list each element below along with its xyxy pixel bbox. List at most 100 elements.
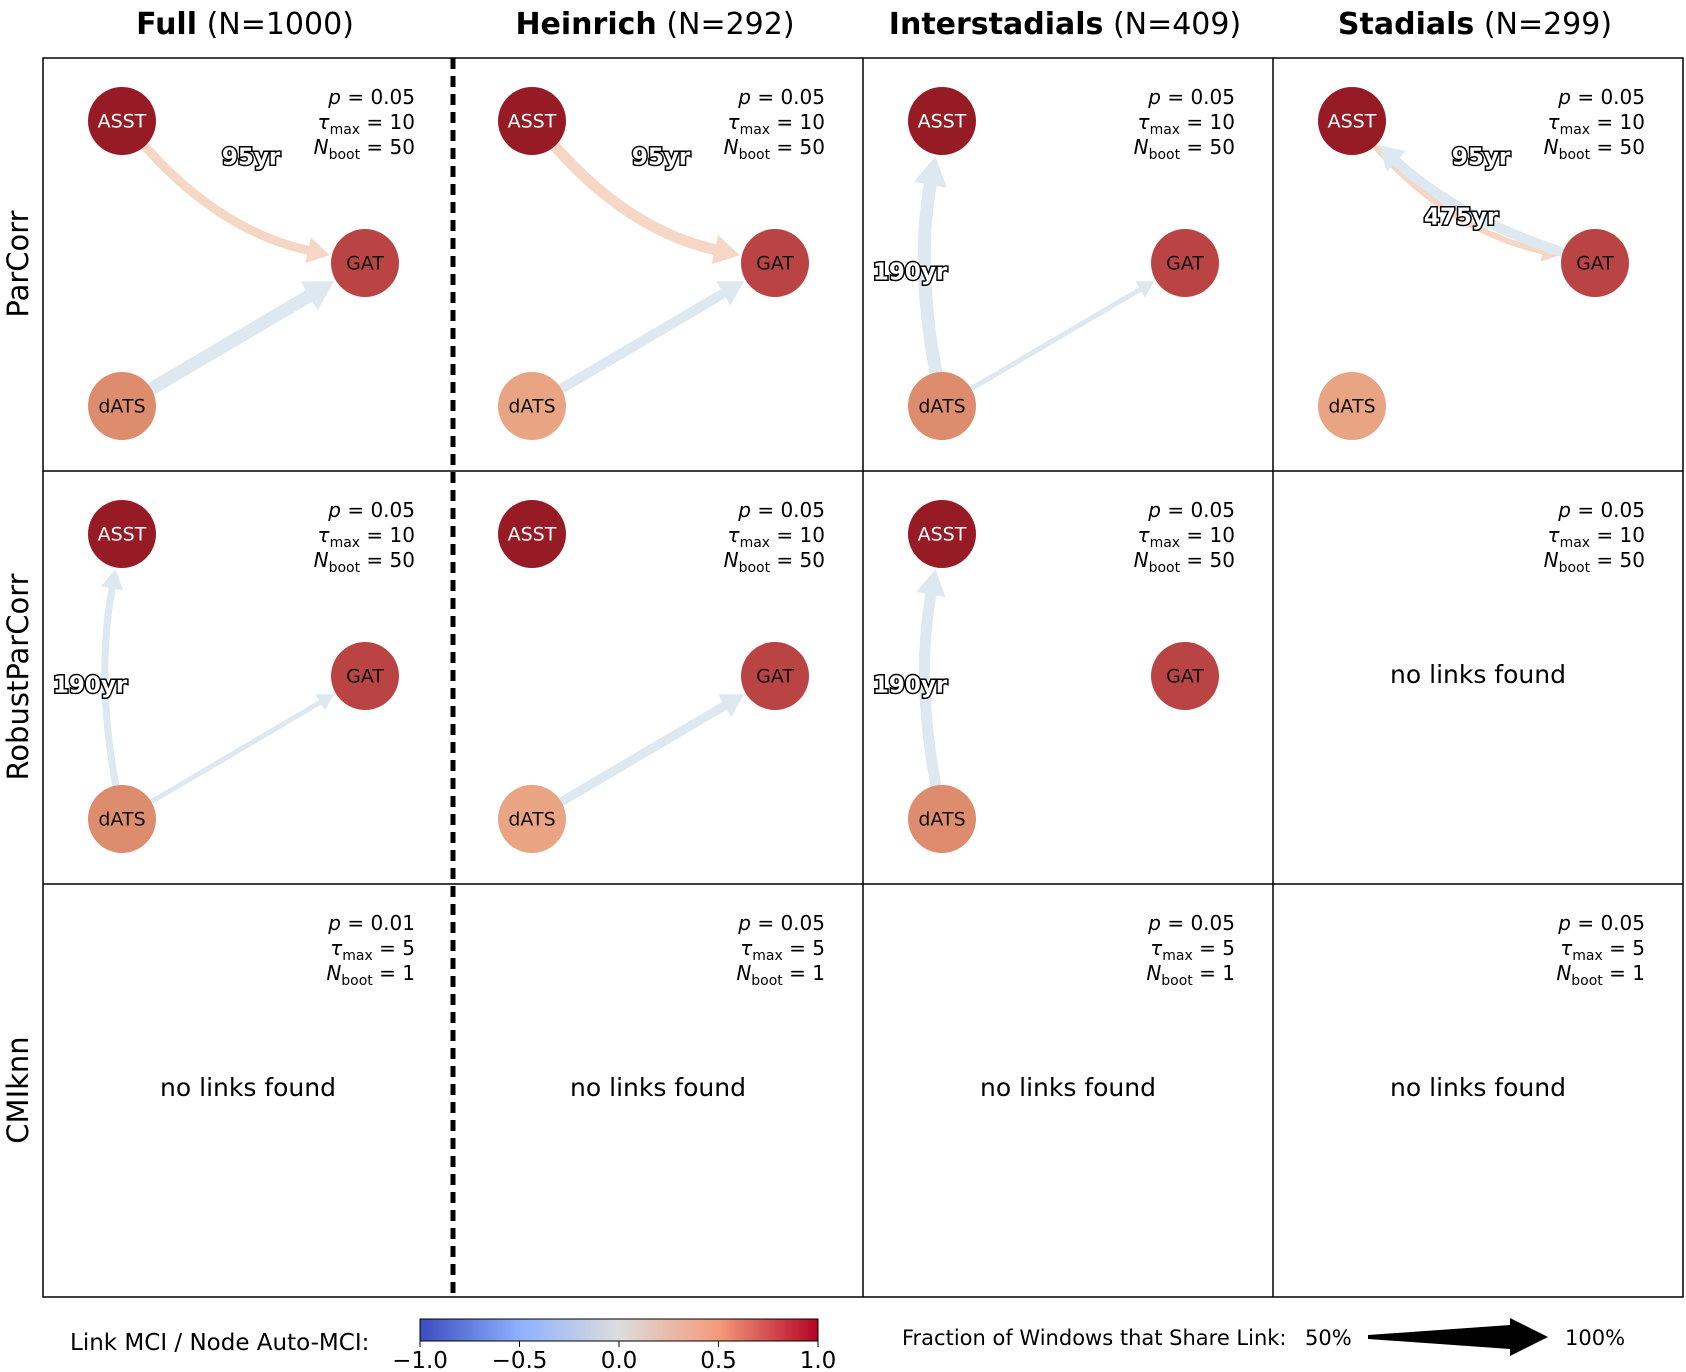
no-links-message: no links found bbox=[980, 1073, 1156, 1102]
nodes: ASST GAT dATS bbox=[908, 500, 1219, 853]
link-arrowhead bbox=[315, 694, 334, 711]
param-n-boot: Nboot = 1 bbox=[1146, 961, 1235, 989]
link-edge bbox=[101, 584, 120, 788]
no-links-message: no links found bbox=[1390, 660, 1566, 689]
link-lag-label: 190yr bbox=[873, 260, 948, 286]
links bbox=[100, 569, 334, 804]
node-asst bbox=[908, 500, 976, 568]
param-p: p = 0.05 bbox=[1147, 911, 1235, 935]
width-legend-min: 50% bbox=[1305, 1326, 1352, 1350]
node-label: dATS bbox=[98, 396, 145, 418]
links bbox=[558, 694, 744, 806]
node-gat bbox=[1561, 229, 1629, 297]
param-tau-max: τmax = 10 bbox=[728, 110, 825, 138]
link-arrowhead bbox=[913, 156, 947, 188]
grid-lines bbox=[42, 57, 1684, 1298]
column-title-full: Full (N=1000) bbox=[136, 7, 354, 42]
link-edge bbox=[1391, 156, 1566, 257]
node-label: ASST bbox=[98, 111, 147, 133]
links bbox=[141, 143, 334, 395]
link-arrowhead bbox=[716, 281, 744, 306]
node-asst bbox=[88, 87, 156, 155]
nodes: ASST GAT dATS bbox=[498, 500, 809, 853]
node-gat bbox=[741, 229, 809, 297]
param-p: p = 0.05 bbox=[1557, 498, 1645, 522]
param-p: p = 0.05 bbox=[327, 85, 415, 109]
width-legend: Fraction of Windows that Share Link: 50%… bbox=[902, 1318, 1625, 1356]
node-label: ASST bbox=[98, 524, 147, 546]
node-label: dATS bbox=[508, 809, 555, 831]
node-label: GAT bbox=[1166, 253, 1204, 275]
node-label: GAT bbox=[346, 666, 384, 688]
node-label: ASST bbox=[918, 111, 967, 133]
node-dats bbox=[908, 372, 976, 440]
links bbox=[1373, 144, 1566, 262]
param-tau-max: τmax = 10 bbox=[728, 523, 825, 551]
node-label: GAT bbox=[1166, 666, 1204, 688]
nodes: ASST GAT dATS bbox=[88, 87, 399, 440]
row-title-cmiknn: CMIknn bbox=[1, 1036, 35, 1143]
node-asst bbox=[88, 500, 156, 568]
link-arrowhead bbox=[300, 281, 334, 311]
node-dats bbox=[88, 785, 156, 853]
colorbar-tick-label: −1.0 bbox=[392, 1348, 448, 1372]
node-gat bbox=[741, 642, 809, 710]
param-n-boot: Nboot = 1 bbox=[326, 961, 415, 989]
param-n-boot: Nboot = 50 bbox=[1544, 548, 1645, 576]
colorbar-tick-label: 1.0 bbox=[800, 1348, 837, 1372]
link-edge bbox=[146, 289, 316, 395]
row-title-parcorr: ParCorr bbox=[1, 210, 35, 317]
param-tau-max: τmax = 5 bbox=[1150, 936, 1235, 964]
link-edge bbox=[550, 142, 721, 256]
nodes: ASST GAT dATS bbox=[498, 87, 809, 440]
colorbar-tick-label: 0.0 bbox=[601, 1348, 638, 1372]
param-n-boot: Nboot = 1 bbox=[736, 961, 825, 989]
param-n-boot: Nboot = 50 bbox=[1544, 135, 1645, 163]
link-arrowhead bbox=[711, 235, 740, 265]
width-legend-arrow bbox=[1368, 1318, 1548, 1356]
link-lag-label: 190yr bbox=[53, 673, 128, 699]
param-tau-max: τmax = 10 bbox=[1548, 523, 1645, 551]
link-edge bbox=[1373, 144, 1546, 255]
nodes: ASST GAT dATS bbox=[88, 500, 399, 853]
node-gat bbox=[1151, 229, 1219, 297]
node-label: ASST bbox=[508, 111, 557, 133]
column-titles: Full (N=1000) Heinrich (N=292) Interstad… bbox=[136, 7, 1612, 42]
link-arrowhead bbox=[100, 569, 124, 591]
width-legend-label: Fraction of Windows that Share Link: bbox=[902, 1326, 1287, 1350]
node-label: dATS bbox=[98, 809, 145, 831]
node-label: GAT bbox=[756, 253, 794, 275]
param-n-boot: Nboot = 50 bbox=[724, 135, 825, 163]
param-p: p = 0.05 bbox=[737, 498, 825, 522]
row-titles: ParCorr RobustParCorr CMIknn bbox=[1, 210, 35, 1143]
node-label: GAT bbox=[346, 253, 384, 275]
node-label: GAT bbox=[1576, 253, 1614, 275]
node-label: dATS bbox=[918, 396, 965, 418]
node-label: ASST bbox=[918, 524, 967, 546]
param-p: p = 0.05 bbox=[327, 498, 415, 522]
node-gat bbox=[331, 229, 399, 297]
no-links-message: no links found bbox=[1390, 1073, 1566, 1102]
param-n-boot: Nboot = 50 bbox=[314, 135, 415, 163]
row-title-robustparcorr: RobustParCorr bbox=[1, 573, 35, 780]
link-arrowhead bbox=[718, 694, 744, 717]
param-n-boot: Nboot = 1 bbox=[1556, 961, 1645, 989]
node-dats bbox=[1318, 372, 1386, 440]
link-lag-label: 95yr bbox=[632, 145, 691, 171]
nodes: ASST GAT dATS bbox=[1318, 87, 1629, 440]
node-label: ASST bbox=[1328, 111, 1377, 133]
column-title-interstadials: Interstadials (N=409) bbox=[889, 7, 1241, 42]
